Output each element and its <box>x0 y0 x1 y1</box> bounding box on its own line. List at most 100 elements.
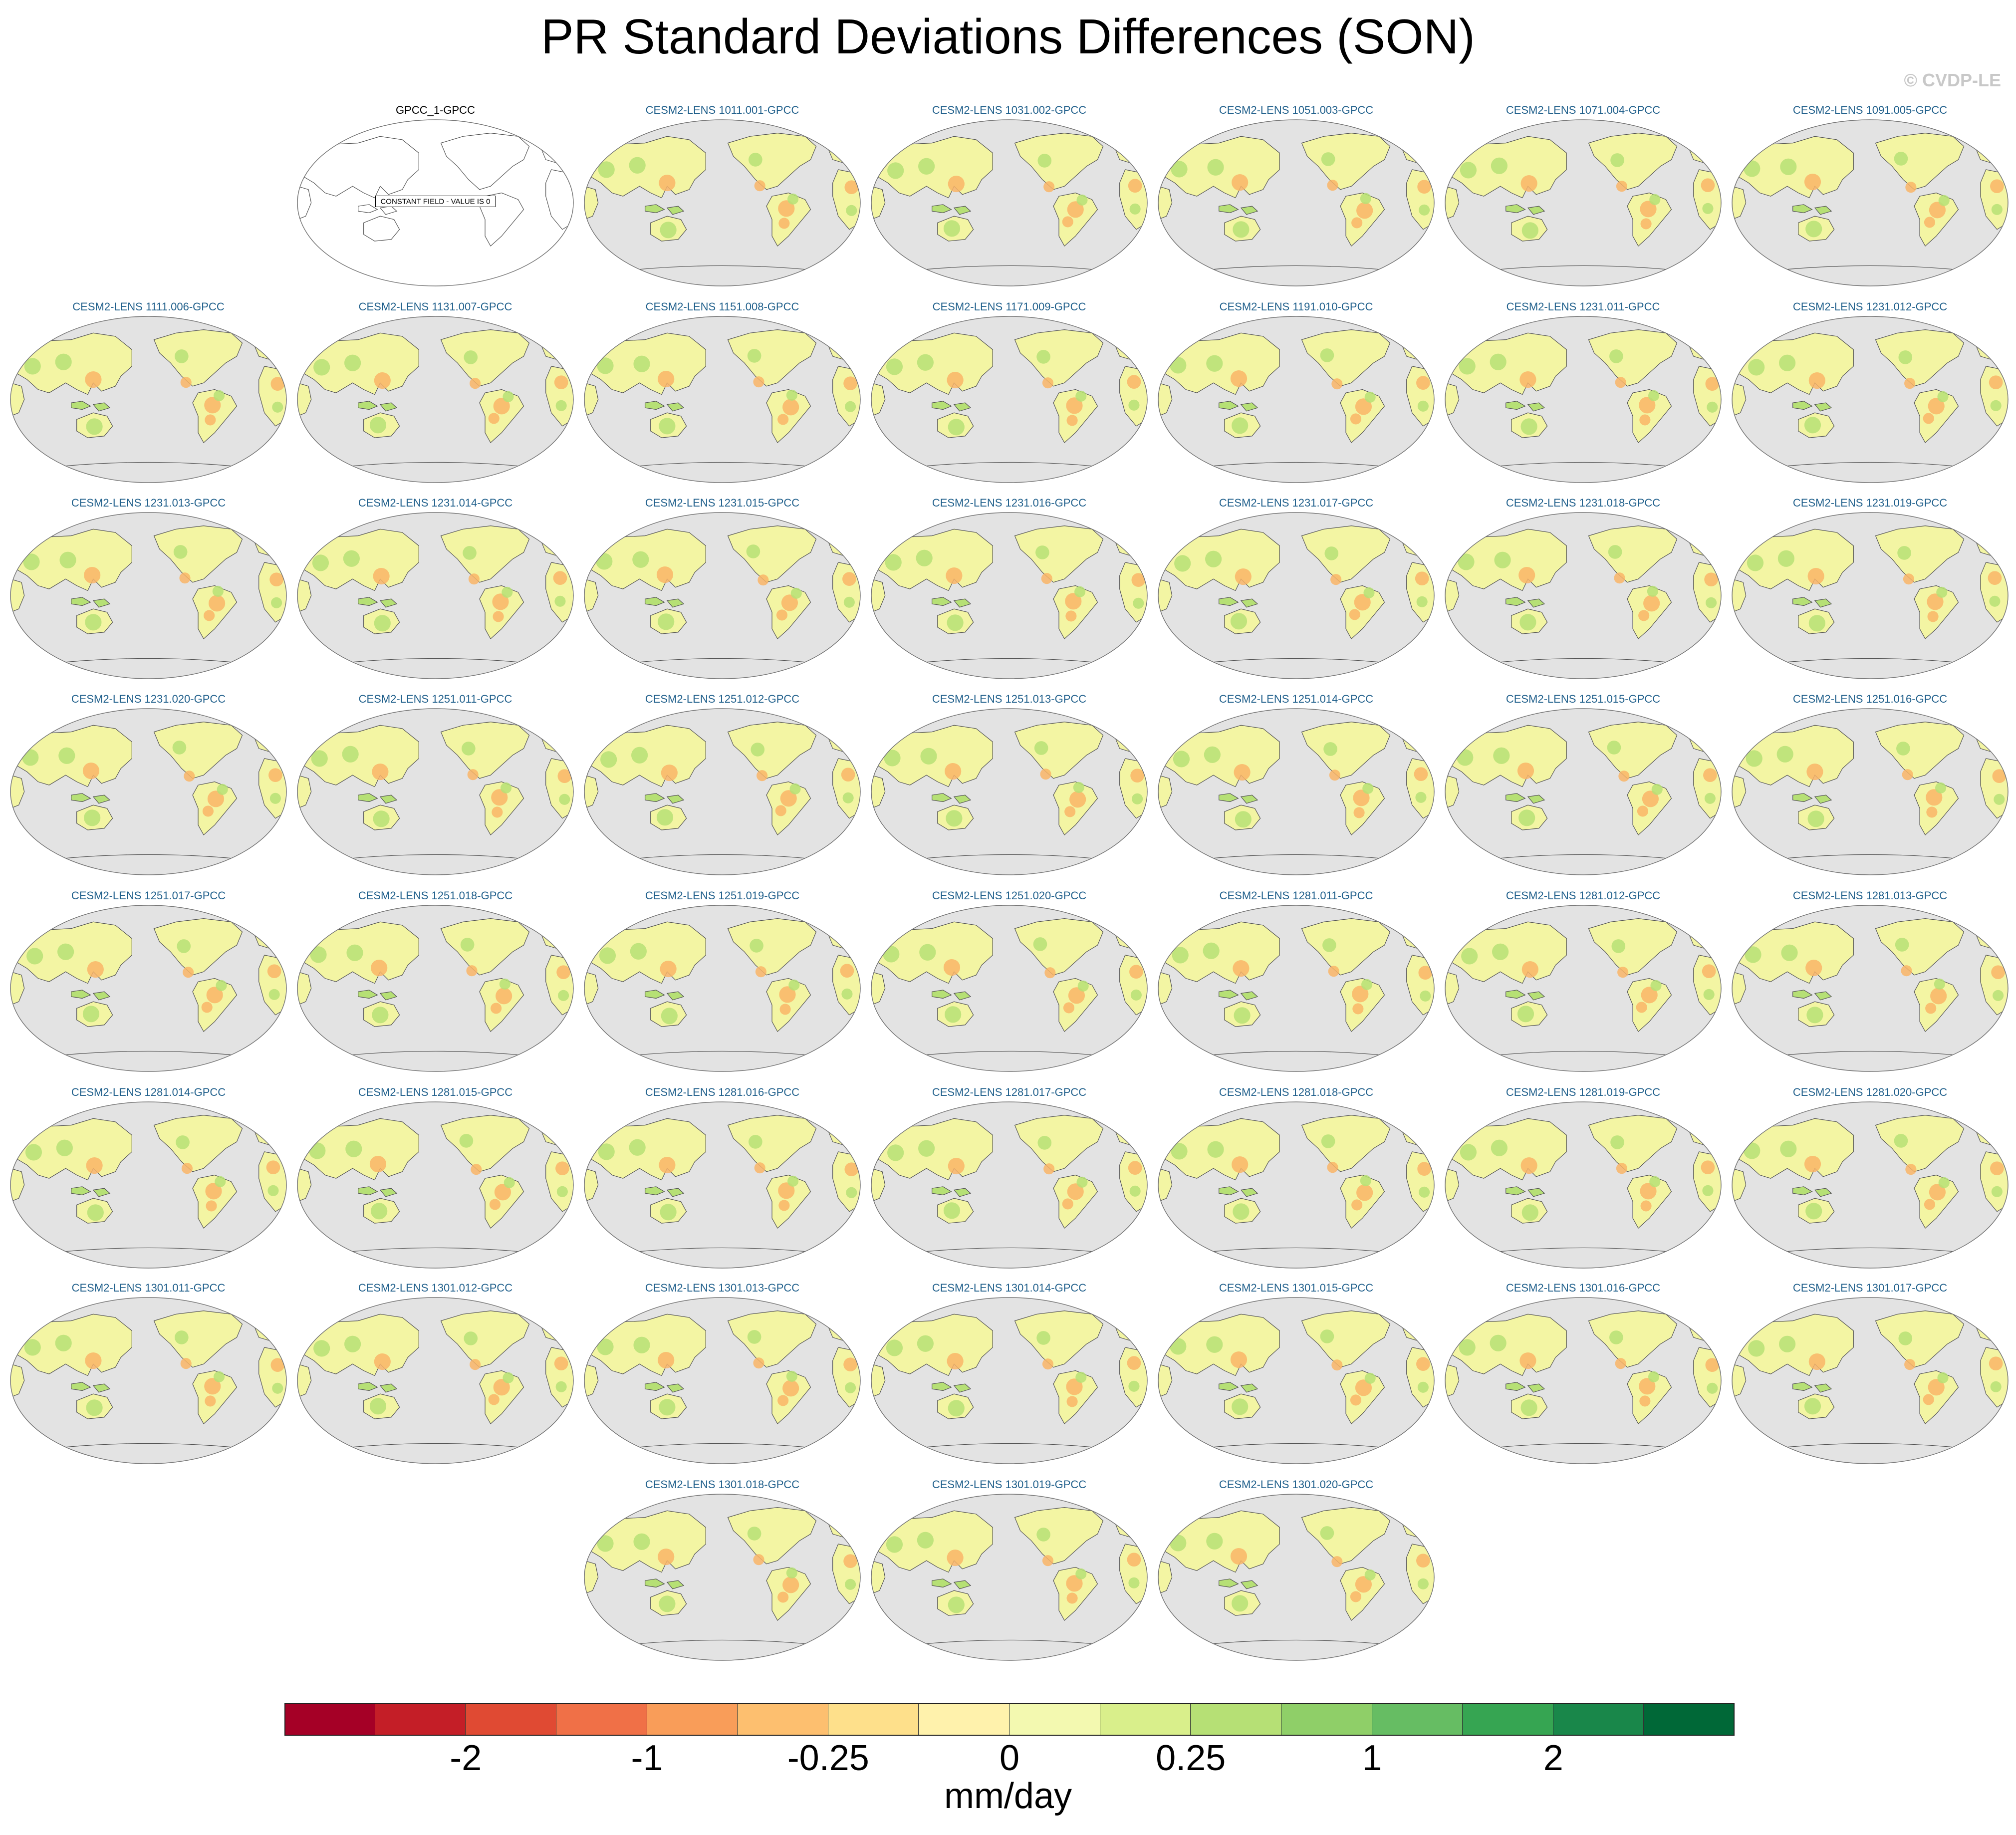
landmass <box>1097 521 1120 534</box>
landmass <box>1792 204 1813 214</box>
map-panel: CESM2-LENS 1251.017-GPCC <box>7 889 289 1079</box>
negative-anomaly <box>775 805 786 816</box>
map-panel: CESM2-LENS 1301.016-GPCC <box>1442 1282 1724 1471</box>
antarctica-coast <box>1189 658 1404 665</box>
negative-anomaly <box>1808 372 1825 389</box>
landmass <box>1158 1363 1173 1398</box>
landmass <box>1627 585 1672 640</box>
panel-title: CESM2-LENS 1231.019-GPCC <box>1792 497 1948 509</box>
landmass <box>1301 1507 1391 1565</box>
positive-anomaly <box>369 1398 387 1415</box>
positive-anomaly <box>1648 390 1660 401</box>
colorbar-tick-label: 1 <box>1362 1738 1382 1778</box>
positive-anomaly <box>1036 1331 1050 1345</box>
negative-anomaly <box>1804 1155 1821 1173</box>
positive-anomaly <box>787 1175 799 1187</box>
map-border <box>1732 708 2009 875</box>
positive-anomaly <box>558 990 569 1001</box>
antarctica-coast <box>1476 1247 1691 1255</box>
negative-anomaly <box>1327 180 1338 191</box>
positive-anomaly <box>1745 946 1762 963</box>
positive-anomaly <box>175 1330 189 1344</box>
positive-anomaly <box>55 353 72 370</box>
difference-map <box>584 1297 861 1464</box>
positive-anomaly <box>1748 359 1765 376</box>
landmass <box>440 918 530 976</box>
landmass <box>953 1580 972 1589</box>
difference-map <box>1158 119 1435 286</box>
antarctica-coast <box>902 265 1117 272</box>
map-panel: CESM2-LENS 1281.013-GPCC <box>1729 889 2011 1079</box>
negative-anomaly <box>1640 1200 1652 1212</box>
colorbar-swatch <box>828 1703 919 1736</box>
landmass <box>1097 1110 1120 1124</box>
landmass <box>1219 597 1239 606</box>
positive-anomaly <box>1611 939 1626 953</box>
landmass <box>666 206 685 215</box>
positive-anomaly <box>556 1186 568 1197</box>
positive-anomaly <box>1233 1203 1250 1220</box>
panel-title: CESM2-LENS 1301.019-GPCC <box>932 1478 1087 1491</box>
landmass <box>953 1188 972 1197</box>
panel-title: CESM2-LENS 1281.011-GPCC <box>1219 889 1373 902</box>
difference-map <box>584 512 861 679</box>
landmass <box>1958 913 1981 927</box>
map-border <box>871 1101 1148 1269</box>
positive-anomaly <box>1780 1140 1797 1157</box>
landmass <box>766 1370 811 1425</box>
negative-anomaly <box>85 1352 102 1369</box>
difference-map <box>1158 1101 1435 1269</box>
difference-map <box>1158 708 1435 875</box>
positive-anomaly <box>658 613 675 630</box>
landmass <box>1301 918 1391 976</box>
panel-title: CESM2-LENS 1281.014-GPCC <box>71 1086 226 1098</box>
map-panel: CESM2-LENS 1301.011-GPCC <box>7 1282 289 1471</box>
landmass <box>932 1382 952 1391</box>
negative-anomaly <box>1042 377 1053 389</box>
positive-anomaly <box>1170 1535 1187 1552</box>
difference-map <box>297 1101 574 1269</box>
positive-anomaly <box>215 1176 226 1187</box>
landmass <box>1301 1311 1391 1368</box>
negative-anomaly <box>1989 375 2003 390</box>
landmass <box>236 521 259 534</box>
landmass <box>953 402 972 412</box>
positive-anomaly <box>1804 417 1821 434</box>
difference-map <box>10 512 287 679</box>
negative-anomaly <box>780 790 797 807</box>
positive-anomaly <box>463 546 477 560</box>
landmass <box>584 775 599 809</box>
negative-anomaly <box>205 1183 222 1200</box>
negative-anomaly <box>1233 960 1250 977</box>
negative-anomaly <box>82 762 100 780</box>
negative-anomaly <box>1232 1156 1249 1173</box>
positive-anomaly <box>1419 204 1430 216</box>
landmass <box>1384 128 1407 142</box>
antarctica-coast <box>328 658 543 665</box>
landmass <box>1158 382 1173 417</box>
landmass <box>727 1311 817 1368</box>
map-panel: CESM2-LENS 1251.014-GPCC <box>1155 693 1437 882</box>
positive-anomaly <box>1781 944 1798 961</box>
panel-title: CESM2-LENS 1231.016-GPCC <box>932 497 1087 509</box>
landmass <box>810 324 833 338</box>
landmass <box>153 1311 243 1368</box>
negative-anomaly <box>1927 611 1939 622</box>
landmass <box>1240 1383 1259 1393</box>
map-panel: CESM2-LENS 1171.009-GPCC <box>868 300 1150 490</box>
landmass <box>584 578 599 613</box>
negative-anomaly <box>554 1356 568 1371</box>
negative-anomaly <box>753 376 764 388</box>
difference-map <box>10 708 287 875</box>
positive-anomaly <box>268 989 280 1000</box>
positive-anomaly <box>371 1203 388 1220</box>
map-panel: CESM2-LENS 1231.014-GPCC <box>294 497 576 686</box>
landmass <box>1814 598 1832 608</box>
positive-anomaly <box>750 939 763 953</box>
map-border <box>297 316 574 483</box>
positive-anomaly <box>747 1527 761 1541</box>
map-border <box>1158 1494 1435 1661</box>
positive-anomaly <box>503 391 514 402</box>
negative-anomaly <box>180 1358 192 1369</box>
landmass <box>1732 971 1747 1006</box>
